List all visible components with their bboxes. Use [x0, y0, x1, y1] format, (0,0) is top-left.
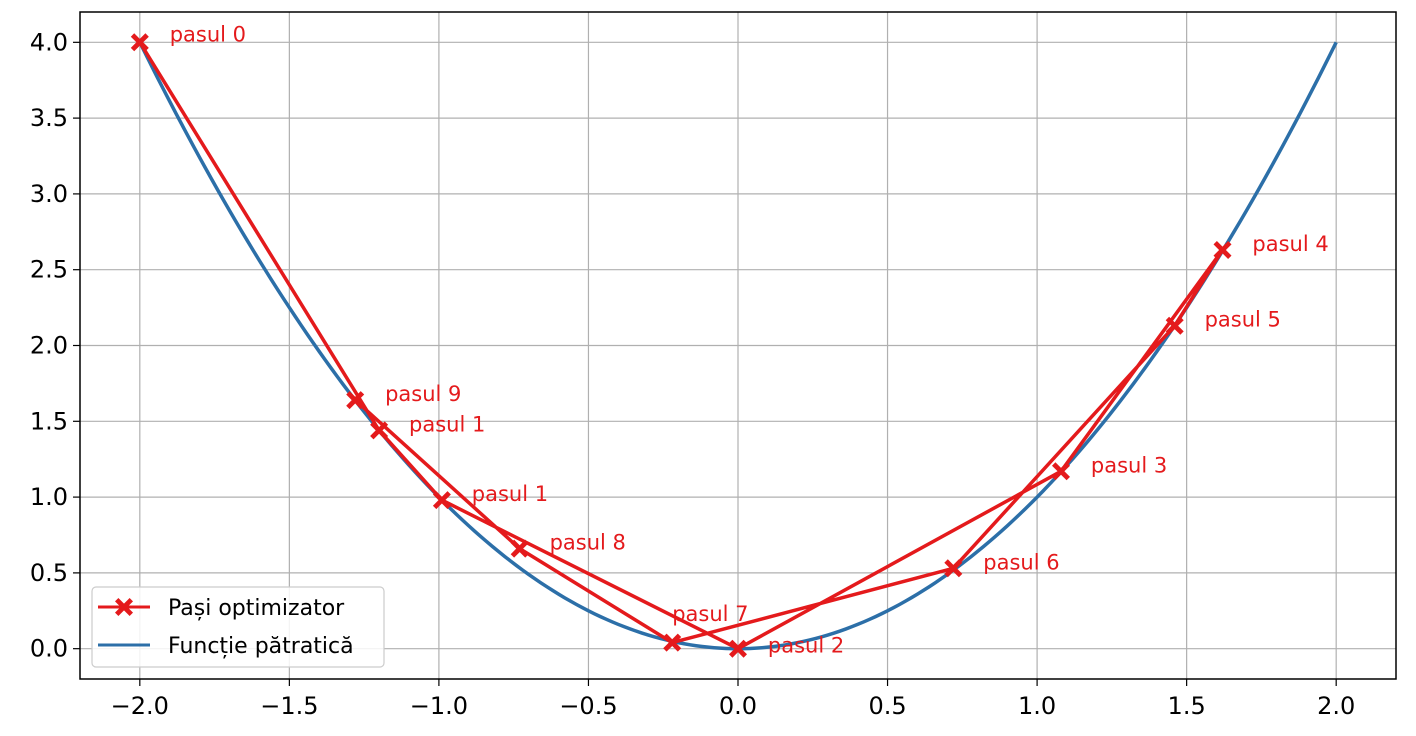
- step-annotation: pasul 1: [472, 482, 548, 506]
- step-annotation: pasul 0: [170, 23, 246, 47]
- optimizer-step-marker: [729, 639, 747, 658]
- x-axis-ticks: −2.0 −1.5 −1.0 −0.5 0.0 0.5 1.0 1.5 2.0: [111, 679, 1355, 720]
- optimizer-step-marker: [944, 559, 963, 578]
- step-annotation: pasul 9: [385, 382, 461, 406]
- y-tick-label: 3.5: [30, 104, 68, 132]
- step-annotation: pasul 1: [409, 412, 485, 436]
- x-tick-label: −0.5: [559, 692, 617, 720]
- legend-label-optimizer: Pași optimizator: [168, 596, 345, 621]
- y-tick-label: 0.5: [30, 559, 68, 587]
- optimizer-marker-layer: [130, 33, 1232, 658]
- y-axis-ticks: 0.0 0.5 1.0 1.5 2.0 2.5 3.0 3.5 4.0: [30, 28, 80, 663]
- optimizer-step-marker: [130, 33, 149, 52]
- step-annotation: pasul 7: [672, 602, 748, 626]
- x-tick-label: 0.5: [868, 692, 906, 720]
- optimizer-step-marker: [432, 491, 451, 510]
- annotation-layer: pasul 0 pasul 9 pasul 1 pasul 1 pasul 8 pasul…: [170, 23, 1329, 658]
- x-tick-label: 2.0: [1317, 692, 1355, 720]
- step-annotation: pasul 2: [768, 634, 844, 658]
- grid: [80, 12, 1396, 679]
- optimizer-step-marker: [346, 391, 365, 410]
- step-annotation: pasul 4: [1252, 232, 1328, 256]
- optimizer-step-marker: [1213, 241, 1232, 259]
- y-tick-label: 1.0: [30, 483, 68, 511]
- x-tick-label: −2.0: [111, 692, 169, 720]
- step-annotation: pasul 8: [550, 531, 626, 555]
- y-tick-label: 0.0: [30, 635, 68, 663]
- step-annotation: pasul 6: [983, 550, 1059, 574]
- step-annotation: pasul 3: [1091, 453, 1167, 477]
- y-tick-label: 2.5: [30, 256, 68, 284]
- legend-label-quadratic: Funcție pătratică: [168, 634, 354, 659]
- optimizer-step-marker: [510, 539, 529, 558]
- legend-box: [91, 586, 385, 668]
- optimizer-step-marker: [1165, 316, 1184, 335]
- step-annotation: pasul 5: [1205, 308, 1281, 332]
- x-tick-label: 1.5: [1168, 692, 1206, 720]
- optimizer-step-marker: [663, 633, 682, 652]
- x-tick-label: 0.0: [719, 692, 757, 720]
- optimizer-step-marker: [1052, 462, 1070, 481]
- optimizer-step-marker: [370, 421, 389, 440]
- y-tick-label: 3.0: [30, 180, 68, 208]
- legend: Pași optimizator Funcție pătratică: [91, 586, 385, 668]
- y-tick-label: 1.5: [30, 407, 68, 435]
- x-tick-label: 1.0: [1018, 692, 1056, 720]
- x-tick-label: −1.0: [410, 692, 468, 720]
- y-tick-label: 2.0: [30, 332, 68, 360]
- x-tick-label: −1.5: [260, 692, 318, 720]
- y-tick-label: 4.0: [30, 28, 68, 56]
- legend-marker-optimizer: [115, 598, 133, 616]
